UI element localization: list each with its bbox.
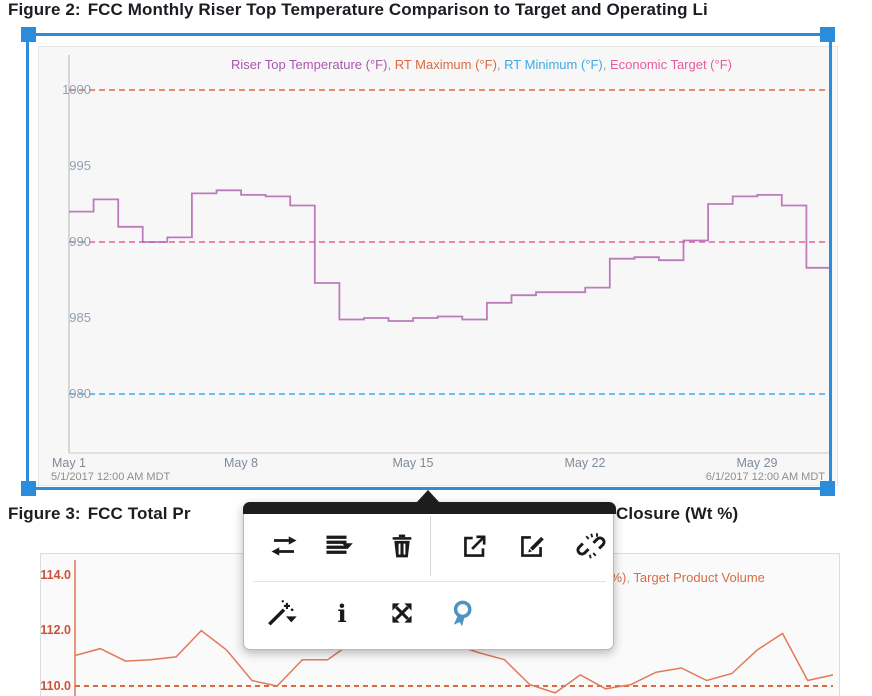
maximize-button[interactable] — [381, 592, 423, 634]
ribbon-award-icon — [453, 600, 472, 627]
legend2-target-product-volume: Target Product Volume — [633, 570, 765, 585]
toolbar-caret-up — [416, 490, 440, 503]
legend-riser-top-temperature: Riser Top Temperature (°F) — [231, 57, 388, 72]
figure2-label: Figure 2: — [8, 0, 81, 19]
chart2-ytick-114: 114.0 — [40, 568, 71, 582]
legend-separator: , — [496, 57, 505, 72]
info-button[interactable]: i — [321, 592, 363, 634]
delete-button[interactable] — [381, 525, 423, 567]
legend-separator: , — [387, 57, 395, 72]
figure3-title: Figure 3: FCC Total Pr — [8, 504, 191, 524]
chart1-start-time: 5/1/2017 12:00 AM MDT — [51, 471, 171, 483]
open-in-new-button[interactable] — [453, 525, 495, 567]
legend2-separator: , — [626, 570, 634, 585]
legend-economic-target: Economic Target (°F) — [609, 57, 732, 72]
chart1-ytick-985: 985 — [69, 310, 91, 325]
selection-border-right — [829, 41, 832, 481]
chart2-ytick-112: 112.0 — [40, 623, 71, 637]
selection-handle-top-right[interactable] — [820, 27, 835, 42]
trash-icon — [392, 534, 412, 558]
chart1-xtick-may29: May 29 — [736, 456, 778, 470]
figure3-title-right: Closure (Wt %) — [616, 504, 739, 523]
trend-options-button[interactable] — [318, 525, 360, 567]
chart1-ytick-980: 980 — [69, 386, 91, 401]
selection-handle-top-left[interactable] — [21, 27, 36, 42]
chart1-end-time: 6/1/2017 12:00 AM MDT — [705, 471, 825, 483]
figure2-title-text: FCC Monthly Riser Top Temperature Compar… — [87, 0, 708, 19]
chart1-xtick-may15: May 15 — [392, 456, 434, 470]
legend-separator: , — [602, 57, 610, 72]
ribbon-button[interactable] — [441, 592, 483, 634]
unlink-button[interactable] — [570, 525, 612, 567]
selection-border-top — [36, 33, 820, 36]
selection-border-bottom — [36, 487, 820, 490]
edit-button[interactable] — [510, 525, 552, 567]
open-new-icon — [463, 535, 485, 557]
chart1-legend: Riser Top Temperature (°F), RT Maximum (… — [231, 57, 732, 72]
chart1-plot — [68, 55, 831, 454]
chart1-ytick-995: 995 — [69, 158, 91, 173]
broken-link-icon — [576, 533, 606, 559]
expand-arrows-icon — [392, 603, 412, 623]
legend-rt-maximum: RT Maximum (°F) — [394, 57, 497, 72]
chart2-legend-fragment: l %), Target Product Volume — [604, 570, 765, 585]
svg-text:i: i — [337, 599, 346, 627]
symbol-context-toolbar: i — [243, 490, 616, 650]
switch-symbol-button[interactable] — [263, 525, 305, 567]
toolbar-horizontal-divider — [253, 581, 606, 582]
riser-top-temperature-trend[interactable]: Riser Top Temperature (°F), RT Maximum (… — [38, 46, 838, 486]
figure3-label: Figure 3: — [8, 504, 81, 523]
chart2-ytick-110: 110.0 — [40, 679, 71, 693]
chart1-xtick-may8: May 8 — [223, 456, 259, 470]
selection-handle-bottom-right[interactable] — [820, 481, 835, 496]
chart1-xtick-may22: May 22 — [564, 456, 606, 470]
magic-wand-caret-icon — [268, 600, 297, 626]
figure3-title-left: FCC Total Pr — [87, 504, 191, 523]
edit-pencil-icon — [520, 535, 544, 557]
selection-handle-bottom-left[interactable] — [21, 481, 36, 496]
toolbar-drag-bar[interactable] — [243, 502, 616, 514]
chart1-ytick-990: 990 — [69, 234, 91, 249]
toolbar-vertical-divider — [430, 516, 431, 576]
legend-rt-minimum: RT Minimum (°F) — [504, 57, 603, 72]
format-button[interactable] — [261, 592, 303, 634]
selection-border-left — [26, 41, 29, 481]
figure2-title: Figure 2: FCC Monthly Riser Top Temperatu… — [8, 0, 708, 20]
swap-arrows-icon — [271, 536, 297, 556]
info-icon: i — [337, 599, 346, 627]
figure3-title-right-fragment: Closure (Wt %) — [616, 504, 738, 524]
chart1-ytick-1000: 1000 — [62, 82, 91, 97]
list-caret-icon — [326, 535, 353, 554]
chart1-xtick-may1: May 1 — [51, 456, 87, 470]
